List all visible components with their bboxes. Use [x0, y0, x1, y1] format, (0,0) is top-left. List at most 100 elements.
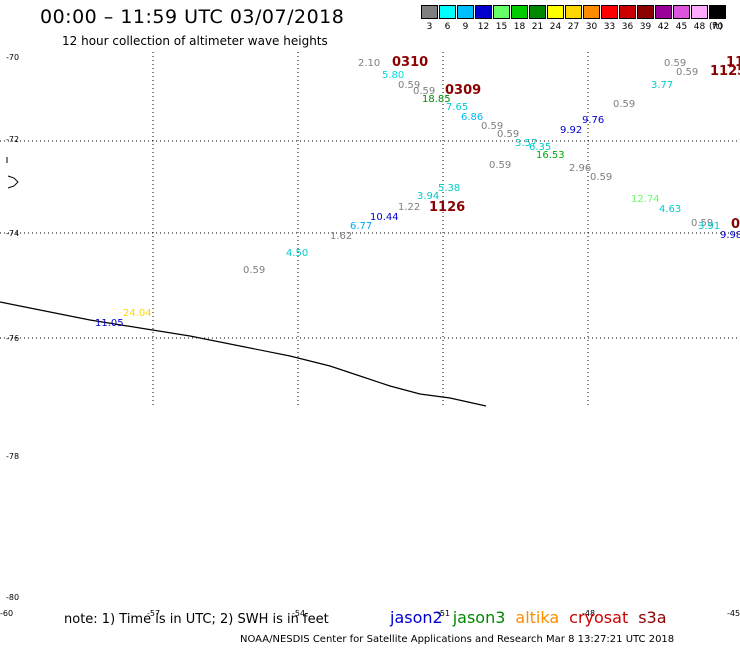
lon-label: -45 — [727, 609, 740, 618]
wave-height-label: 9.92 — [560, 125, 582, 136]
coastline — [0, 301, 487, 407]
legend-swatch-label: 9 — [462, 22, 469, 32]
lon-label: -60 — [0, 609, 13, 618]
legend-unit: (ft) — [709, 22, 723, 32]
legend-swatch-label: 39 — [639, 22, 652, 32]
legend-swatch — [709, 5, 726, 19]
pass-time-label: 0309 — [445, 83, 481, 98]
wave-height-label: 1.62 — [330, 231, 352, 242]
pass-time-label: 11 — [726, 55, 740, 70]
wave-height-label: 0.59 — [413, 86, 435, 97]
wave-height-label: 0.59 — [691, 218, 713, 229]
pass-time-label: 1125 — [710, 64, 740, 79]
legend-swatch — [619, 5, 636, 19]
wave-height-label: 3.77 — [651, 80, 673, 91]
legend-swatch — [565, 5, 582, 19]
wave-height-label: 4.63 — [659, 204, 681, 215]
wave-height-label: 4.50 — [286, 248, 308, 259]
legend-swatch — [511, 5, 528, 19]
satellite-label: cryosat — [569, 608, 629, 627]
lon-label: -57 — [147, 609, 160, 618]
wave-height-label: 2.10 — [358, 58, 380, 69]
wave-height-label: 5.38 — [438, 183, 460, 194]
legend-swatch-label: 18 — [513, 22, 526, 32]
wave-height-label: 1.22 — [398, 202, 420, 213]
legend-swatch — [421, 5, 438, 19]
lat-label: -78 — [6, 452, 19, 461]
wave-height-label: 3.57 — [515, 138, 537, 149]
wave-height-label: 3.91 — [698, 221, 720, 232]
coastline-fragment — [7, 175, 19, 189]
pass-time-label: 0 — [731, 217, 740, 232]
lat-label: -76 — [6, 334, 19, 343]
wave-height-label: 6.86 — [461, 112, 483, 123]
satellite-label: s3a — [638, 608, 667, 627]
legend-swatch — [691, 5, 708, 19]
wave-height-label: 0.59 — [489, 160, 511, 171]
wave-height-label: 0.59 — [590, 172, 612, 183]
legend-swatch-label: 70 — [711, 22, 724, 32]
wave-height-label: 24.04 — [123, 308, 152, 319]
wave-height-label: 12.74 — [631, 194, 660, 205]
satellite-label: jason3 — [452, 608, 506, 627]
wave-height-label: 10.44 — [370, 212, 399, 223]
wave-height-label: 0.59 — [676, 67, 698, 78]
legend-swatch-label: 45 — [675, 22, 688, 32]
legend-swatch — [439, 5, 456, 19]
wave-height-label: 5.80 — [382, 70, 404, 81]
lon-label: -51 — [437, 609, 450, 618]
legend-swatch-label: 6 — [444, 22, 451, 32]
wave-height-label: 9.98 — [720, 230, 740, 241]
wave-height-label: 7.65 — [446, 102, 468, 113]
wave-height-label: 6.77 — [350, 221, 372, 232]
pass-time-label: 1126 — [429, 200, 465, 215]
legend-swatch-label: 27 — [567, 22, 580, 32]
map-subtitle: 12 hour collection of altimeter wave hei… — [62, 34, 328, 48]
wave-height-label: 0.59 — [481, 121, 503, 132]
wave-height-label: 0.59 — [243, 265, 265, 276]
legend-swatch — [601, 5, 618, 19]
legend-swatch — [637, 5, 654, 19]
wave-height-label: 0.59 — [613, 99, 635, 110]
legend-swatch — [493, 5, 510, 19]
legend-swatch — [655, 5, 672, 19]
legend-swatch-label: 36 — [621, 22, 634, 32]
pass-time-label: 0310 — [392, 55, 428, 70]
wave-height-label: 6.35 — [529, 142, 551, 153]
legend-swatch-label: 3 — [426, 22, 433, 32]
legend-swatch-label: 33 — [603, 22, 616, 32]
note-text: note: 1) Time is in UTC; 2) SWH is in fe… — [64, 612, 329, 627]
legend-swatch — [529, 5, 546, 19]
satellite-legend: jason2 jason3 altika cryosat s3a — [390, 608, 677, 627]
wave-height-label: 11.05 — [95, 318, 124, 329]
wave-height-label: 16.53 — [536, 150, 565, 161]
legend-swatch — [673, 5, 690, 19]
lat-label: -74 — [6, 229, 19, 238]
wave-height-label: 0.59 — [398, 80, 420, 91]
credit-line: NOAA/NESDIS Center for Satellite Applica… — [240, 634, 675, 645]
wave-height-label: 0.59 — [664, 58, 686, 69]
lon-label: -54 — [292, 609, 305, 618]
wave-height-label: 9.76 — [582, 115, 604, 126]
legend-swatch-label: 12 — [477, 22, 490, 32]
lat-label: -72 — [6, 135, 19, 144]
legend-swatch-label: 30 — [585, 22, 598, 32]
wave-height-label: 2.96 — [569, 163, 591, 174]
wave-height-label: 18.85 — [422, 94, 451, 105]
legend-swatch-label: 21 — [531, 22, 544, 32]
legend-swatch-label: 42 — [657, 22, 670, 32]
lat-label: -70 — [6, 53, 19, 62]
wave-height-label: 0.59 — [497, 129, 519, 140]
legend-swatch — [475, 5, 492, 19]
legend-swatch — [457, 5, 474, 19]
legend-swatch — [547, 5, 564, 19]
legend-swatch — [583, 5, 600, 19]
lon-label: -48 — [582, 609, 595, 618]
wave-height-label: 3.94 — [417, 191, 439, 202]
legend-swatch-label: 48 — [693, 22, 706, 32]
satellite-label: altika — [515, 608, 560, 627]
satellite-label: jason2 — [390, 608, 443, 627]
legend-swatch-label: 15 — [495, 22, 508, 32]
lat-label: -80 — [6, 593, 19, 602]
